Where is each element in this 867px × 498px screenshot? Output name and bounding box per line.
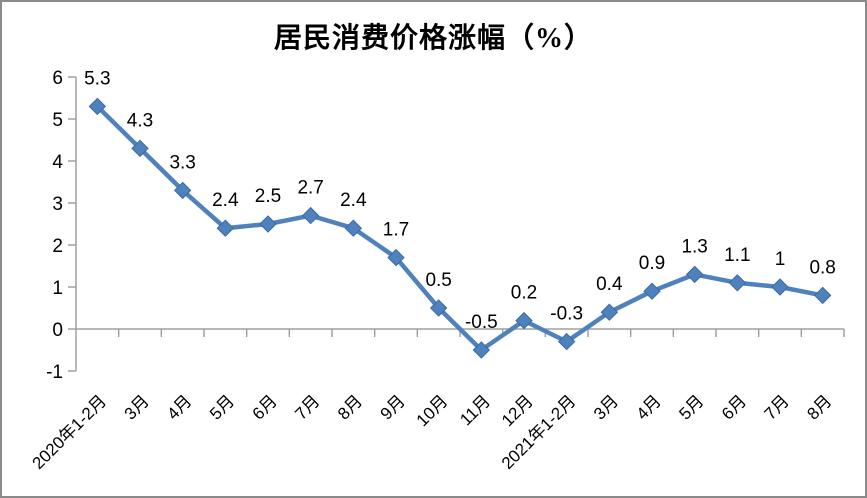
- data-point-label: 2.7: [297, 178, 323, 199]
- data-point-label: 0.2: [511, 283, 537, 304]
- data-point-marker: [259, 215, 277, 233]
- data-point-label: 1: [775, 249, 786, 270]
- y-tick-label: 0: [52, 320, 63, 341]
- data-point-marker: [515, 311, 533, 330]
- y-tick-label: 3: [52, 194, 63, 215]
- x-category-label: 3月: [121, 391, 153, 423]
- x-category-label: 12月: [498, 391, 537, 430]
- data-point-label: 3.3: [169, 152, 195, 173]
- x-category-label: 6月: [249, 391, 281, 423]
- series-line: [95, 104, 825, 353]
- y-tick-label: 4: [52, 152, 63, 173]
- data-point-label: 1.3: [681, 236, 707, 257]
- data-point-label: 0.9: [639, 253, 665, 274]
- data-point-marker: [472, 341, 491, 359]
- x-category-label: 3月: [590, 391, 622, 423]
- data-point-marker: [344, 219, 363, 237]
- x-category-label: 6月: [718, 391, 750, 423]
- x-category-label: 4月: [633, 391, 665, 423]
- data-point-label: 0.4: [596, 274, 623, 295]
- data-point-marker: [429, 299, 448, 317]
- data-point-label: 0.5: [425, 270, 451, 291]
- x-category-label: 2020年1-2月: [29, 391, 111, 473]
- x-category-label: 11月: [456, 391, 494, 429]
- data-point-marker: [557, 332, 576, 351]
- data-point-label: 2.5: [255, 186, 281, 207]
- y-tick-label: 5: [52, 110, 63, 131]
- data-point-label: -0.3: [550, 304, 583, 325]
- data-point-marker: [216, 219, 235, 237]
- x-category-label: 5月: [675, 391, 707, 423]
- data-point-marker: [600, 303, 619, 321]
- x-category-label: 8月: [803, 391, 835, 423]
- y-tick-label: 1: [52, 278, 63, 299]
- data-point-label: 1.7: [383, 220, 409, 241]
- data-point-marker: [771, 278, 789, 296]
- data-point-marker: [387, 248, 405, 267]
- x-category-label: 7月: [761, 391, 793, 423]
- data-point-label: 2.4: [340, 190, 367, 211]
- x-category-label: 5月: [206, 391, 238, 423]
- x-category-label: 10月: [413, 391, 452, 430]
- data-point-marker: [173, 181, 192, 200]
- data-point-label: 2.4: [212, 190, 239, 211]
- data-point-label: 0.8: [809, 257, 835, 278]
- data-point-label: -0.5: [465, 312, 498, 333]
- data-point-marker: [643, 282, 661, 300]
- x-category-label: 4月: [163, 391, 195, 423]
- data-point-marker: [301, 206, 320, 225]
- data-point-label: 4.3: [127, 110, 153, 131]
- data-point-label: 5.3: [84, 68, 110, 89]
- data-point-marker: [131, 139, 149, 158]
- x-category-label: 8月: [334, 391, 366, 423]
- data-point-marker: [685, 265, 704, 284]
- x-category-label: 9月: [377, 391, 409, 423]
- y-tick-label: 6: [52, 68, 63, 89]
- x-category-label: 7月: [291, 391, 323, 423]
- data-point-marker: [813, 286, 832, 305]
- y-tick-label: 2: [52, 236, 63, 257]
- data-point-label: 1.1: [724, 245, 750, 266]
- y-tick-label: -1: [46, 362, 63, 383]
- data-point-marker: [88, 97, 107, 116]
- chart-title: 居民消费价格涨幅（%）: [273, 23, 593, 54]
- data-point-marker: [728, 274, 747, 292]
